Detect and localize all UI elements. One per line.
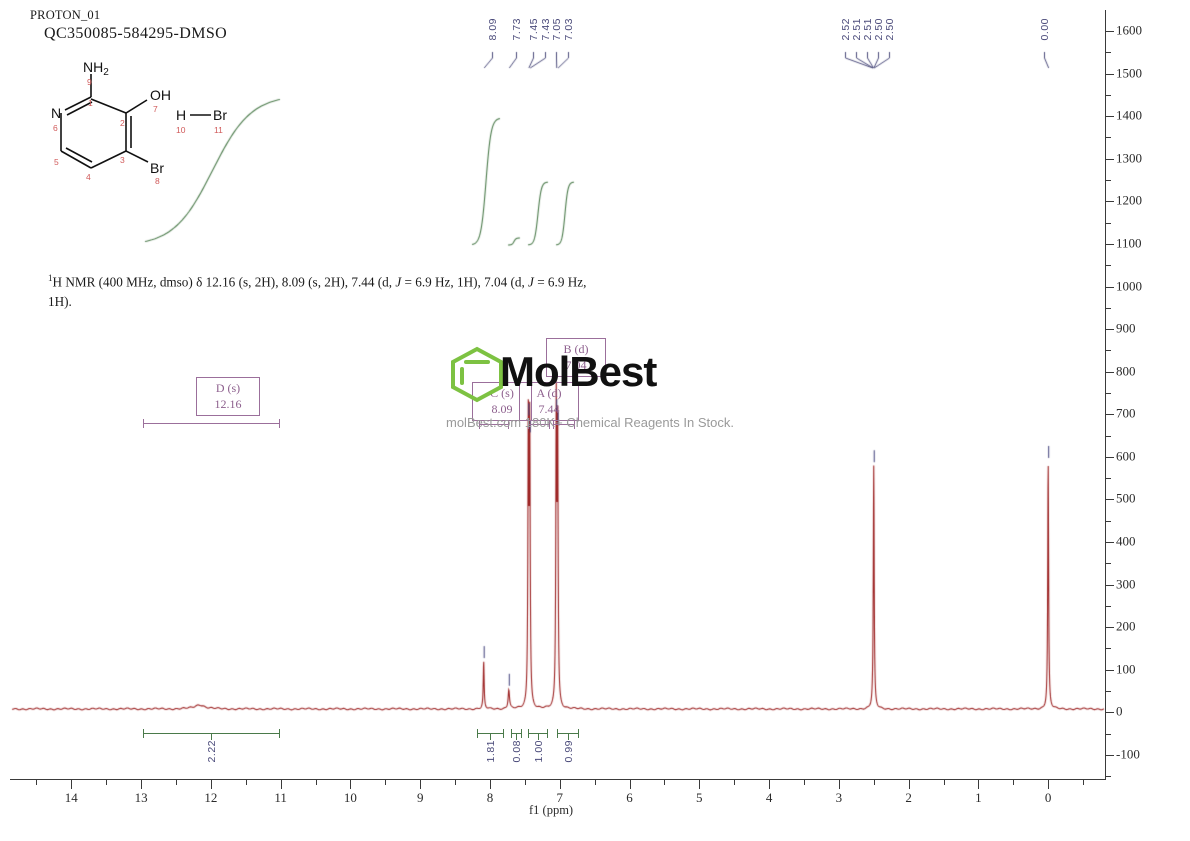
multiplet-shift: 7.04 <box>565 358 587 373</box>
integral-value: 1.81 <box>485 740 497 763</box>
peak-label: 7.05 <box>551 18 563 41</box>
multiplet-shift: 12.16 <box>214 397 242 412</box>
multiplet-id: B (d) <box>563 342 589 356</box>
watermark-brand: MolBest <box>500 348 657 395</box>
multiplet-box: B (d) 7.04 <box>546 338 606 378</box>
multiplet-range-bar <box>143 419 280 428</box>
peak-label: 7.73 <box>511 18 523 41</box>
multiplet-range-bar <box>553 420 575 429</box>
multiplet-box: D (s) 12.16 <box>196 377 260 417</box>
integral-value: 0.99 <box>563 740 575 763</box>
integral-value: 2.22 <box>206 740 218 763</box>
peak-label: 8.09 <box>487 18 499 41</box>
integral-center-tick <box>516 733 517 740</box>
integral-center-tick <box>211 733 212 740</box>
integral-value: 0.08 <box>511 740 523 763</box>
multiplet-shift: 8.09 <box>491 402 513 417</box>
peak-label: 7.45 <box>528 18 540 41</box>
watermark-tagline: molBest.com 180K+ Chemical Reagents In S… <box>446 415 734 430</box>
integral-center-tick <box>538 733 539 740</box>
integral-center-tick <box>490 733 491 740</box>
multiplet-range-bar <box>479 420 509 429</box>
multiplet-id: D (s) <box>215 381 241 395</box>
integral-value: 1.00 <box>533 740 545 763</box>
peak-label: 2.50 <box>884 18 896 41</box>
multiplet-range-bar <box>528 420 550 429</box>
peak-label: 7.03 <box>563 18 575 41</box>
peak-label: 0.00 <box>1039 18 1051 41</box>
integral-center-tick <box>568 733 569 740</box>
multiplet-shift: 7.44 <box>538 402 560 417</box>
multiplet-id: A (d) <box>536 386 562 400</box>
